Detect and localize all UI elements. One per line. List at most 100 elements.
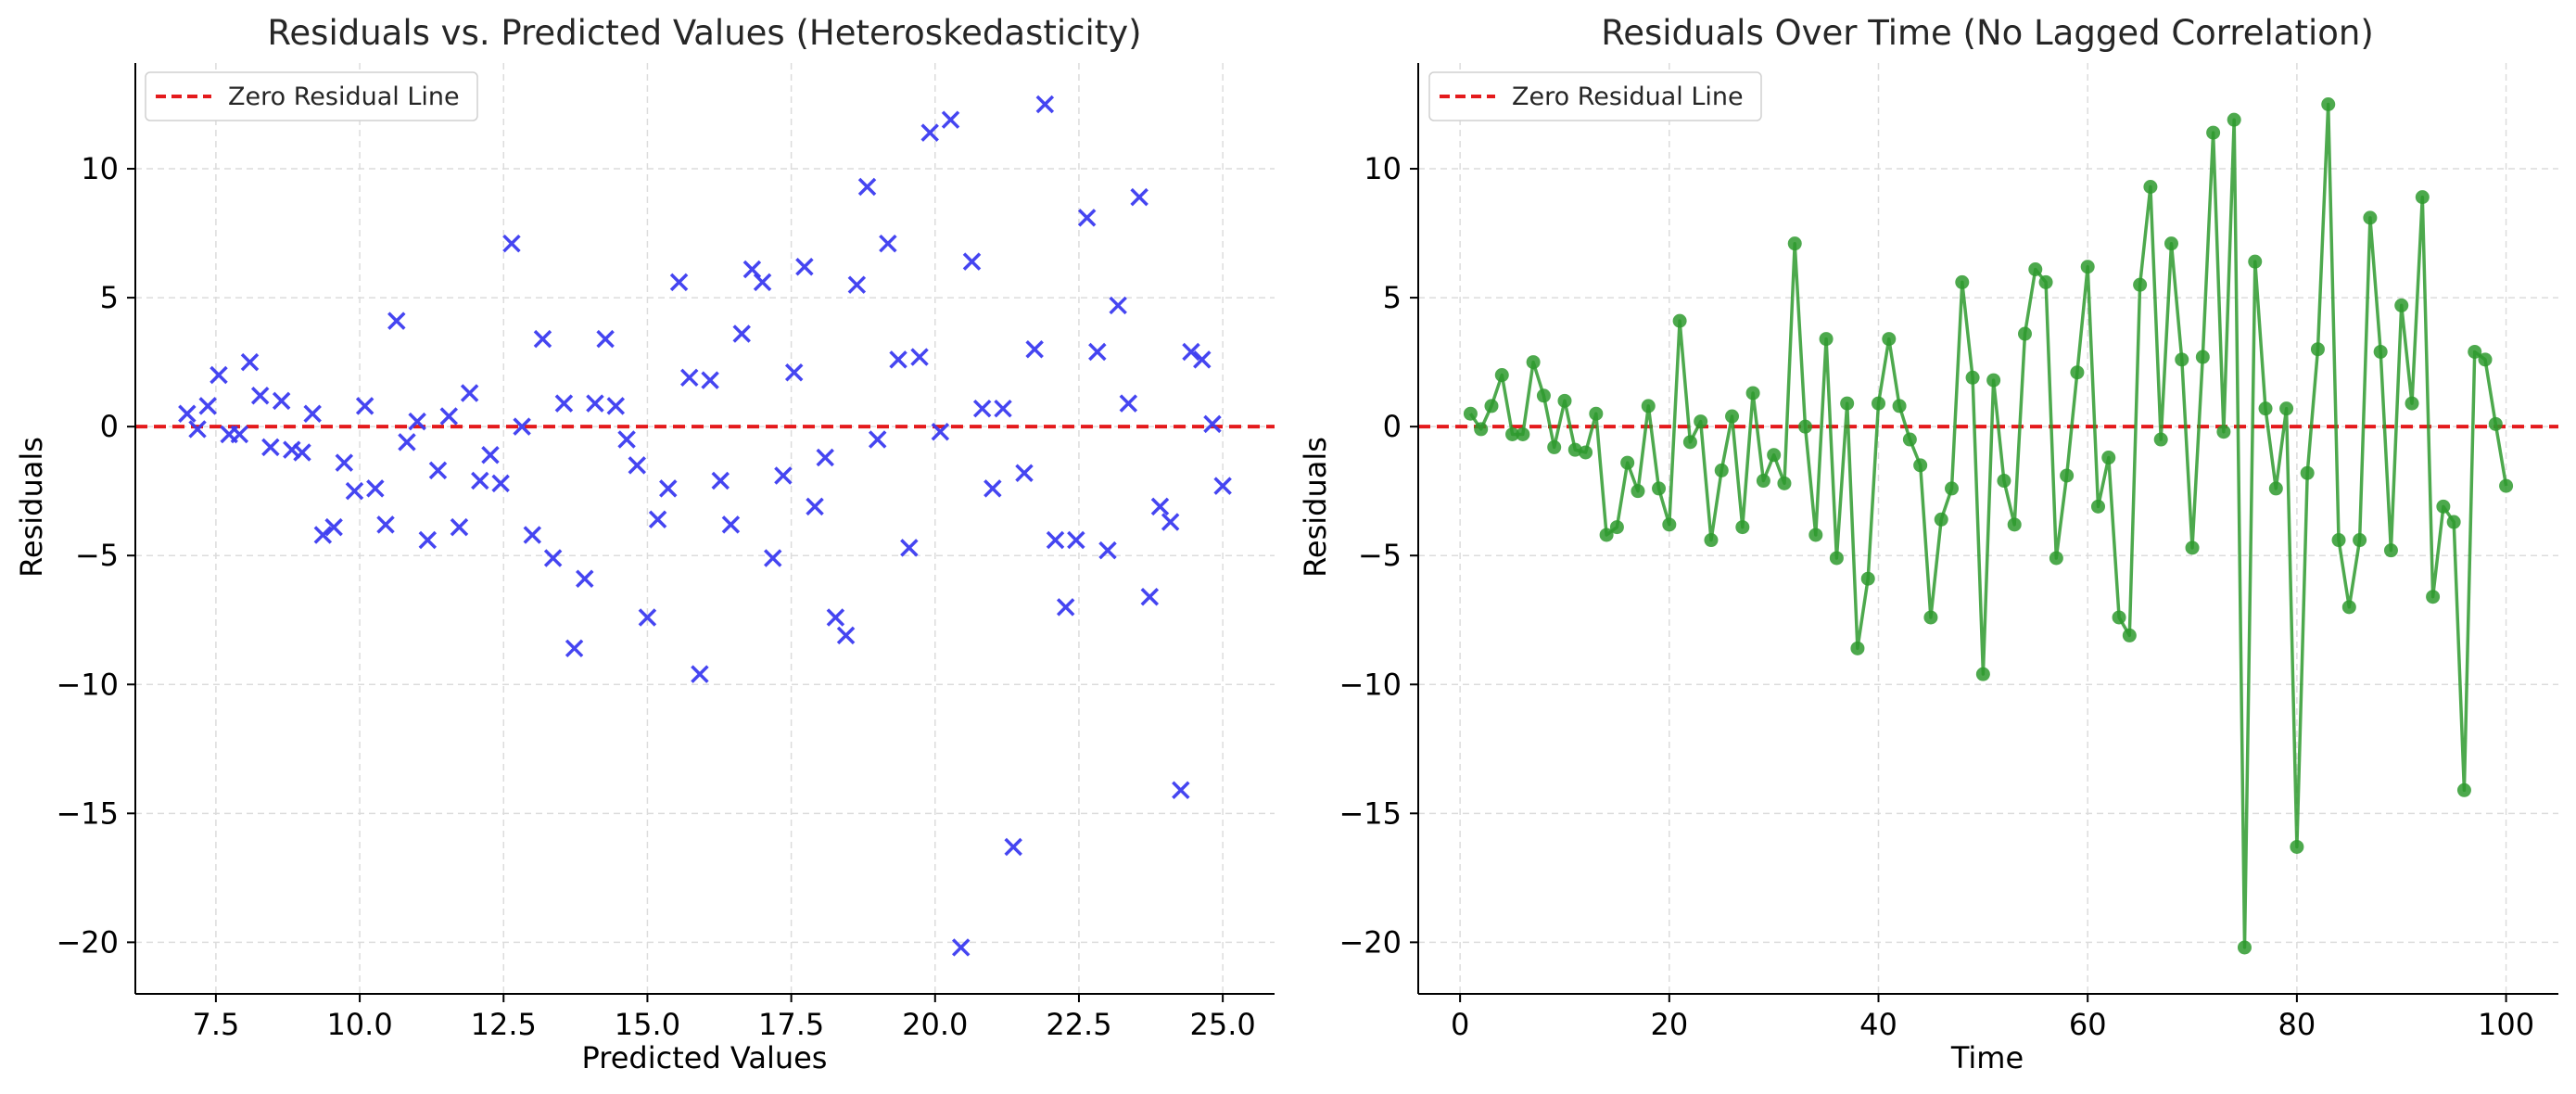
data-point <box>889 350 907 369</box>
data-point <box>2436 499 2451 514</box>
data-point <box>2227 112 2241 127</box>
data-point <box>972 399 992 418</box>
data-point <box>188 420 207 439</box>
data-point <box>2038 274 2053 289</box>
data-point <box>355 397 374 415</box>
data-point <box>345 481 364 501</box>
data-point <box>1474 422 1489 437</box>
data-point <box>2415 190 2430 205</box>
data-point <box>523 526 542 544</box>
data-point <box>1986 373 2001 388</box>
data-point <box>513 417 531 436</box>
data-point <box>471 471 489 490</box>
data-point <box>1872 396 1886 411</box>
x-tick-label: 12.5 <box>471 1007 537 1042</box>
data-point <box>1579 445 1593 460</box>
y-tick-label: 10 <box>81 151 119 186</box>
data-point <box>1547 439 1562 454</box>
data-point <box>2017 326 2032 341</box>
data-point <box>1945 481 1960 496</box>
data-point <box>941 110 960 129</box>
data-point <box>1808 528 1823 542</box>
data-point <box>502 234 521 253</box>
data-point <box>1923 610 1938 625</box>
data-point <box>2206 125 2221 140</box>
data-point <box>1494 368 1509 383</box>
data-point <box>293 443 311 462</box>
residuals-over-time-chart: Residuals Over Time (No Lagged Correlati… <box>1298 13 2558 1075</box>
data-point <box>1067 530 1085 550</box>
x-tick-label: 10.0 <box>326 1007 392 1042</box>
data-point <box>1767 448 1782 463</box>
data-point <box>2164 236 2178 251</box>
data-point <box>1046 530 1065 550</box>
data-point <box>1015 464 1034 482</box>
data-point <box>628 456 646 475</box>
data-point <box>1652 481 1667 496</box>
data-point <box>586 394 604 413</box>
data-point <box>1109 296 1127 315</box>
data-point <box>2405 396 2419 411</box>
x-tick-label: 60 <box>2069 1007 2107 1042</box>
data-points <box>178 95 1232 957</box>
x-tick-label: 20.0 <box>902 1007 968 1042</box>
data-point <box>418 530 438 550</box>
data-point <box>2321 96 2336 111</box>
data-point <box>1098 541 1117 560</box>
x-tick-label: 25.0 <box>1190 1007 1256 1042</box>
data-point <box>1203 414 1222 434</box>
x-axis-label: Predicted Values <box>582 1040 828 1075</box>
data-point <box>868 430 887 449</box>
legend-box <box>145 71 478 121</box>
axes <box>1417 63 2558 995</box>
data-point <box>439 407 459 426</box>
data-point <box>533 329 552 349</box>
data-point <box>1672 313 1687 328</box>
data-point <box>1913 458 1928 473</box>
data-point <box>387 312 406 330</box>
data-point <box>2488 416 2503 431</box>
data-point <box>2310 342 2325 357</box>
data-point <box>198 397 217 415</box>
data-point <box>2112 610 2126 625</box>
data-point <box>2101 451 2116 465</box>
tick-labels: 7.5 10.0 12.5 15.0 17.5 20.0 22.5 25.0 10 5 0 −5 −10… <box>56 151 1255 1042</box>
data-point <box>450 517 469 537</box>
data-point <box>324 517 343 537</box>
y-tick-label: −15 <box>1339 795 1402 831</box>
data-point <box>1745 386 1760 401</box>
data-point <box>879 234 897 253</box>
data-point <box>2331 533 2346 548</box>
data-point <box>2153 432 2168 447</box>
data-point <box>1516 426 1530 441</box>
y-axis-label: Residuals <box>14 437 49 578</box>
data-point <box>1704 533 1719 548</box>
data-point <box>2133 277 2148 292</box>
data-point <box>1025 339 1044 359</box>
data-point <box>951 938 971 957</box>
data-point <box>742 260 762 279</box>
data-point <box>2290 839 2304 854</box>
data-point <box>1682 435 1697 450</box>
data-point <box>606 397 626 415</box>
data-point <box>408 412 426 431</box>
data-point <box>1213 477 1232 495</box>
data-point <box>376 515 395 534</box>
data-point <box>701 371 719 389</box>
data-point <box>1609 520 1624 535</box>
data-point <box>1714 463 1729 477</box>
legend: Zero Residual Line <box>145 71 478 121</box>
data-point <box>1484 399 1499 413</box>
data-point <box>962 252 982 271</box>
data-point <box>1182 342 1200 362</box>
data-point <box>250 387 270 405</box>
chart-title: Residuals Over Time (No Lagged Correlati… <box>1601 13 2374 53</box>
x-tick-label: 15.0 <box>615 1007 680 1042</box>
data-point <box>753 273 772 292</box>
x-tick-label: 22.5 <box>1046 1007 1111 1042</box>
data-point <box>691 665 709 683</box>
data-point <box>261 438 280 457</box>
data-point <box>2456 782 2471 797</box>
legend-label: Zero Residual Line <box>1512 83 1744 111</box>
data-point <box>1882 332 1897 347</box>
